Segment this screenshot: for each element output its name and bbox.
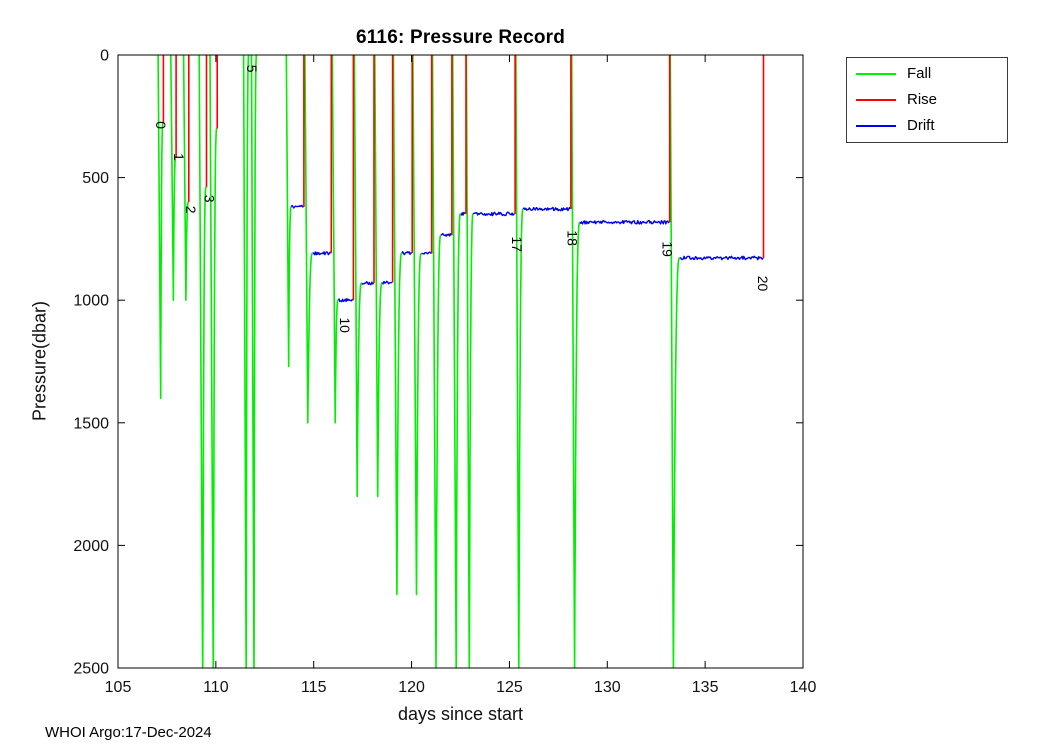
legend-item-fall: Fall xyxy=(847,61,1007,87)
cycle-label-1: 1 xyxy=(171,153,187,161)
y-tick-label: 0 xyxy=(100,48,109,65)
x-tick-label: 135 xyxy=(692,679,719,696)
cycle-label-19: 19 xyxy=(660,241,676,257)
fall-line xyxy=(250,55,258,668)
drift-line xyxy=(401,250,412,256)
fall-line xyxy=(412,55,422,596)
y-tick-label: 500 xyxy=(82,170,109,187)
drift-line xyxy=(440,232,453,237)
x-tick-label: 115 xyxy=(301,679,327,696)
x-tick-label: 125 xyxy=(496,679,523,696)
fall-line xyxy=(170,55,177,302)
fall-line xyxy=(242,55,250,668)
drift-line xyxy=(290,204,304,209)
cycle-label-10: 10 xyxy=(337,317,353,333)
drift-line xyxy=(312,251,332,256)
x-tick-label: 110 xyxy=(203,679,229,696)
y-tick-label: 2000 xyxy=(73,538,109,555)
legend-swatch-fall xyxy=(856,73,896,75)
fall-line xyxy=(353,55,363,498)
fall-line xyxy=(157,55,164,400)
cycle-label-0: 0 xyxy=(153,121,169,129)
y-tick-label: 1500 xyxy=(73,415,109,432)
legend-label: Rise xyxy=(907,91,938,108)
cycle-label-20: 20 xyxy=(755,276,771,292)
fall-line xyxy=(431,55,442,668)
fall-line xyxy=(465,55,474,668)
cycle-label-5: 5 xyxy=(244,65,260,73)
legend: Fall Rise Drift xyxy=(846,57,1008,143)
x-axis-label: days since start xyxy=(397,704,524,724)
legend-label: Drift xyxy=(907,117,935,134)
y-tick-label: 2500 xyxy=(73,661,109,678)
drift-line xyxy=(381,280,393,285)
fall-line xyxy=(182,55,190,302)
drift-line xyxy=(421,251,432,255)
series-layer xyxy=(157,55,765,668)
drift-line xyxy=(337,298,354,303)
fall-line xyxy=(304,55,314,424)
plot-border xyxy=(117,54,804,669)
legend-swatch-drift xyxy=(856,125,896,127)
y-tick-label: 1000 xyxy=(73,293,109,310)
axis-ticks: 105 110 115 120 125 130 135 1400500100015002000… xyxy=(73,48,816,697)
fall-line xyxy=(285,55,292,368)
fall-line xyxy=(515,55,524,668)
legend-swatch-rise xyxy=(856,99,896,101)
drift-line xyxy=(459,211,467,216)
fall-line xyxy=(570,55,581,668)
x-tick-label: 140 xyxy=(790,679,817,696)
cycle-label-3: 3 xyxy=(202,195,218,203)
footer-credit: WHOI Argo:17-Dec-2024 xyxy=(45,724,212,741)
legend-item-drift: Drift xyxy=(847,113,1007,139)
drift-line xyxy=(679,255,764,261)
legend-item-rise: Rise xyxy=(847,87,1007,113)
cycle-label-2: 2 xyxy=(183,206,199,214)
y-axis-label: Pressure(dbar) xyxy=(29,300,50,422)
legend-label: Fall xyxy=(907,65,932,82)
cycle-label-18: 18 xyxy=(565,230,581,246)
fall-line xyxy=(209,55,218,668)
drift-line xyxy=(361,281,375,286)
fall-line xyxy=(331,55,339,424)
cycle-label-17: 17 xyxy=(509,236,525,252)
x-tick-label: 105 xyxy=(105,679,132,696)
drift-line xyxy=(579,219,670,225)
fall-line xyxy=(669,55,681,668)
drift-line xyxy=(472,211,515,217)
drift-line xyxy=(522,206,572,212)
x-tick-label: 130 xyxy=(594,679,621,696)
fall-line xyxy=(374,55,383,498)
x-tick-label: 120 xyxy=(398,679,425,696)
fall-line xyxy=(198,55,207,668)
fall-line xyxy=(451,55,462,668)
chart-title: 6116: Pressure Record xyxy=(355,27,566,48)
fall-line xyxy=(392,55,403,596)
